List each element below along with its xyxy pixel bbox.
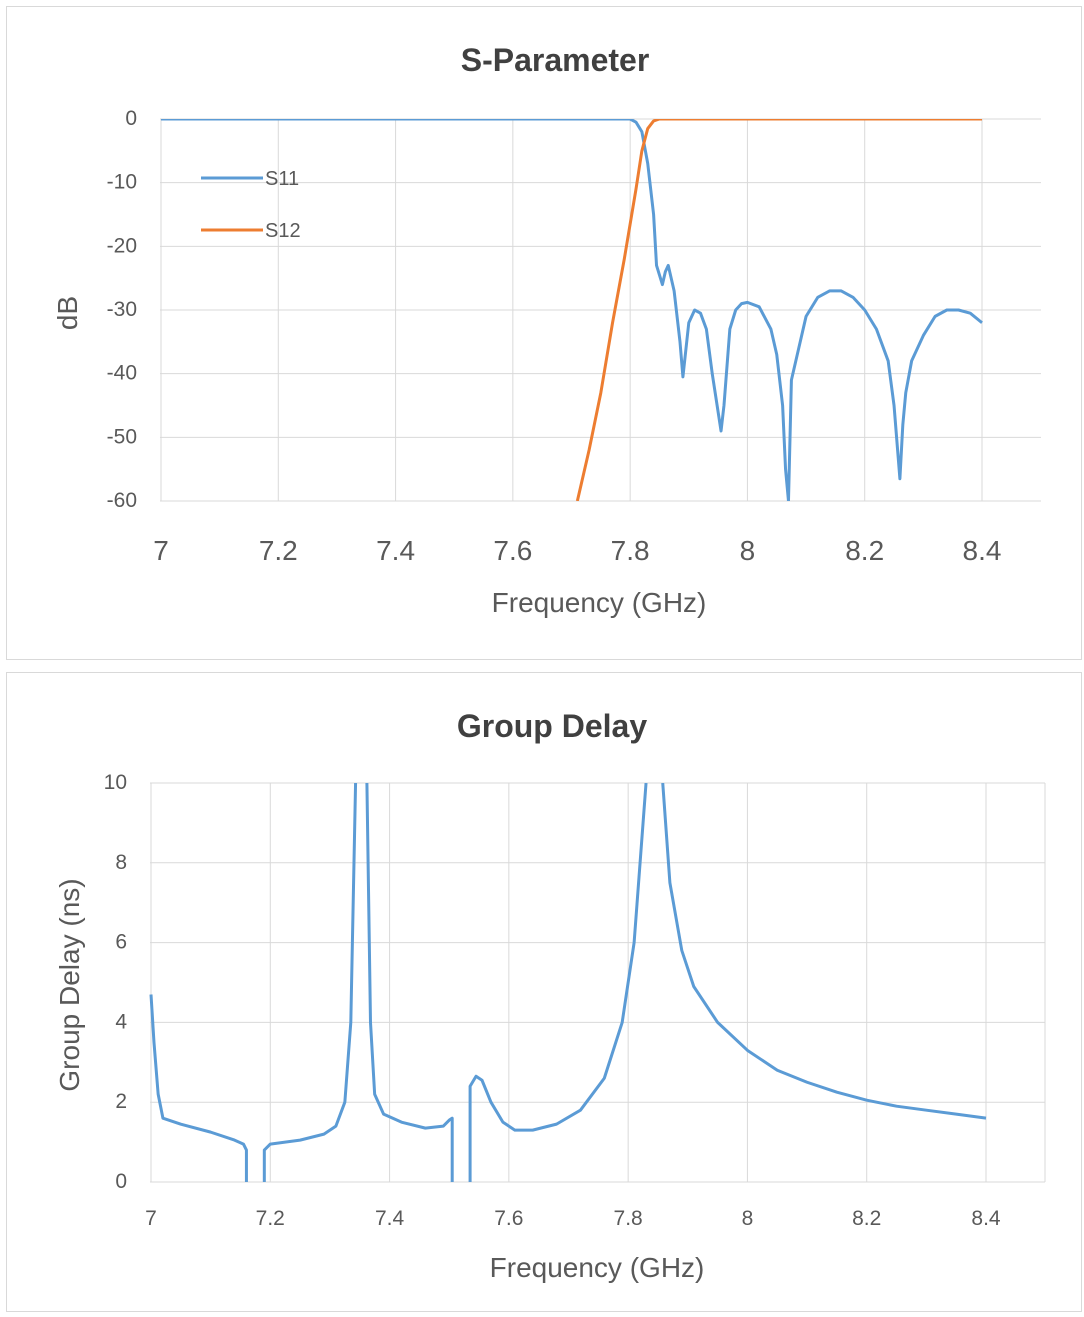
- y-tick-label: 4: [115, 1010, 127, 1033]
- x-tick-label: 7.6: [493, 535, 532, 566]
- y-tick-label: -10: [107, 171, 137, 194]
- x-tick-label: 7.8: [614, 1207, 643, 1230]
- y-tick-label: -50: [107, 425, 137, 448]
- x-tick-label: 7.2: [256, 1207, 285, 1230]
- series-line-group-delay: [262, 783, 358, 1182]
- y-tick-label: -30: [107, 298, 137, 321]
- chart-title: Group Delay: [457, 708, 647, 744]
- series-line-s11: [161, 119, 983, 501]
- x-tick-label: 7.4: [375, 1207, 405, 1230]
- s-parameter-chart-panel: S-Parameter 7 7.2 7.4 7.6 7.8 8 8.2 8.4 0 -10 -20 -3…: [6, 6, 1082, 660]
- series-line-group-delay: [468, 783, 648, 1182]
- x-axis-title: Frequency (GHz): [490, 1252, 705, 1283]
- y-tick-label: -40: [107, 362, 137, 385]
- x-tick-label: 7.4: [376, 535, 415, 566]
- y-tick-label: 6: [115, 931, 127, 954]
- series-line-group-delay: [661, 783, 987, 1120]
- legend-label-s12: S12: [265, 220, 301, 242]
- y-axis-title: Group Delay (ns): [54, 878, 85, 1091]
- x-tick-label: 8.2: [852, 1207, 881, 1230]
- x-tick-label: 8: [740, 535, 756, 566]
- legend-label-s11: S11: [265, 168, 299, 190]
- group-delay-chart-panel: Group Delay 7 7.2 7.4 7.6 7.8 8 8.2 8.4 10 8 6 4 2 0 Fr…: [6, 672, 1082, 1312]
- s-parameter-chart: S-Parameter 7 7.2 7.4 7.6 7.8 8 8.2 8.4 0 -10 -20 -3…: [52, 42, 1041, 618]
- chart-title: S-Parameter: [461, 42, 650, 78]
- y-tick-label: -20: [107, 234, 137, 257]
- y-tick-label: 0: [125, 107, 137, 130]
- y-axis-title: dB: [52, 296, 83, 330]
- x-tick-label: 8: [742, 1207, 754, 1230]
- y-tick-label: 2: [115, 1090, 127, 1113]
- x-tick-label: 7.8: [611, 535, 650, 566]
- y-tick-label: -60: [107, 489, 137, 512]
- y-tick-label: 8: [115, 851, 127, 874]
- x-tick-label: 7.2: [259, 535, 298, 566]
- x-tick-label: 8.2: [845, 535, 884, 566]
- x-tick-label: 7.6: [494, 1207, 523, 1230]
- x-tick-label: 8.4: [963, 535, 1002, 566]
- series-line-group-delay: [149, 994, 248, 1182]
- x-axis-title: Frequency (GHz): [492, 587, 707, 618]
- series-line-group-delay: [365, 783, 454, 1182]
- series-line-s12: [575, 119, 982, 501]
- y-tick-label: 0: [115, 1170, 127, 1193]
- x-tick-label: 8.4: [971, 1207, 1001, 1230]
- group-delay-chart: Group Delay 7 7.2 7.4 7.6 7.8 8 8.2 8.4 10 8 6 4 2 0 Fr…: [54, 708, 1046, 1283]
- x-tick-label: 7: [145, 1207, 157, 1230]
- y-tick-label: 10: [104, 771, 127, 794]
- x-tick-label: 7: [153, 535, 169, 566]
